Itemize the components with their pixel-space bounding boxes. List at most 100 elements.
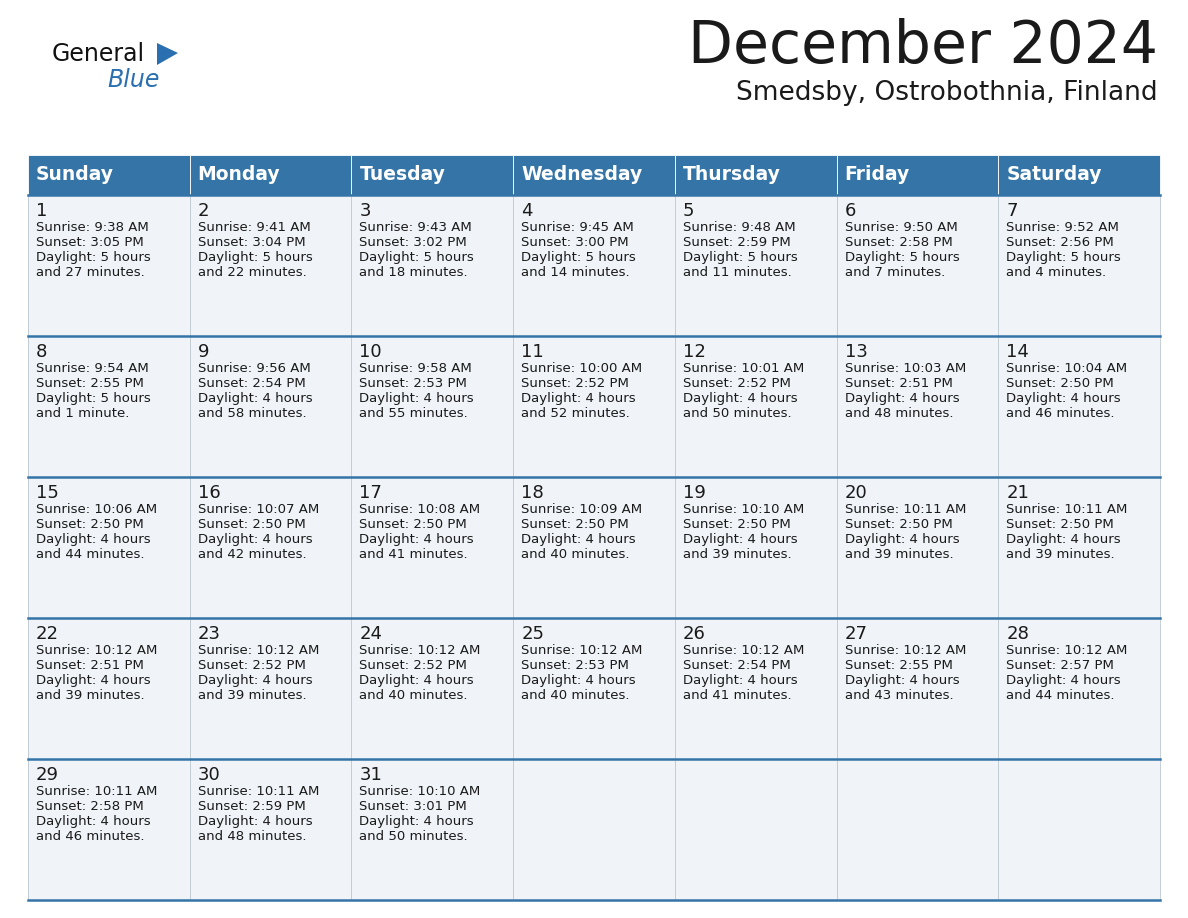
- Text: Sunset: 3:01 PM: Sunset: 3:01 PM: [360, 800, 467, 813]
- Text: Sunset: 2:51 PM: Sunset: 2:51 PM: [845, 377, 953, 390]
- Text: 25: 25: [522, 625, 544, 643]
- Text: Sunset: 2:52 PM: Sunset: 2:52 PM: [360, 659, 467, 672]
- Bar: [836, 618, 998, 759]
- Text: Sunrise: 10:12 AM: Sunrise: 10:12 AM: [197, 644, 320, 657]
- Bar: [998, 336, 1159, 477]
- Text: Friday: Friday: [845, 165, 910, 185]
- Text: and 41 minutes.: and 41 minutes.: [683, 689, 791, 702]
- Text: Sunrise: 9:43 AM: Sunrise: 9:43 AM: [360, 221, 472, 234]
- Text: Sunset: 2:58 PM: Sunset: 2:58 PM: [845, 236, 953, 249]
- Text: and 27 minutes.: and 27 minutes.: [36, 266, 145, 279]
- Text: 23: 23: [197, 625, 221, 643]
- Text: Sunset: 2:59 PM: Sunset: 2:59 PM: [197, 800, 305, 813]
- Text: Sunset: 2:57 PM: Sunset: 2:57 PM: [1006, 659, 1114, 672]
- Text: 16: 16: [197, 484, 221, 502]
- Text: Daylight: 4 hours: Daylight: 4 hours: [1006, 533, 1121, 546]
- Bar: [675, 155, 836, 195]
- Text: Daylight: 4 hours: Daylight: 4 hours: [197, 674, 312, 687]
- Text: Daylight: 5 hours: Daylight: 5 hours: [197, 251, 312, 264]
- Text: Sunset: 3:04 PM: Sunset: 3:04 PM: [197, 236, 305, 249]
- Bar: [836, 477, 998, 618]
- Bar: [998, 477, 1159, 618]
- Bar: [675, 618, 836, 759]
- Bar: [190, 336, 352, 477]
- Text: and 39 minutes.: and 39 minutes.: [845, 548, 953, 561]
- Text: and 39 minutes.: and 39 minutes.: [197, 689, 307, 702]
- Text: Sunset: 2:50 PM: Sunset: 2:50 PM: [683, 518, 790, 531]
- Text: Sunrise: 9:52 AM: Sunrise: 9:52 AM: [1006, 221, 1119, 234]
- Text: Daylight: 4 hours: Daylight: 4 hours: [360, 392, 474, 405]
- Text: Daylight: 4 hours: Daylight: 4 hours: [522, 392, 636, 405]
- Text: Sunrise: 10:12 AM: Sunrise: 10:12 AM: [1006, 644, 1127, 657]
- Bar: [190, 618, 352, 759]
- Bar: [352, 477, 513, 618]
- Text: Sunset: 2:54 PM: Sunset: 2:54 PM: [197, 377, 305, 390]
- Text: Sunrise: 9:45 AM: Sunrise: 9:45 AM: [522, 221, 634, 234]
- Text: Sunset: 2:54 PM: Sunset: 2:54 PM: [683, 659, 790, 672]
- Text: Tuesday: Tuesday: [360, 165, 446, 185]
- Text: Daylight: 5 hours: Daylight: 5 hours: [36, 251, 151, 264]
- Text: 28: 28: [1006, 625, 1029, 643]
- Text: Smedsby, Ostrobothnia, Finland: Smedsby, Ostrobothnia, Finland: [737, 80, 1158, 106]
- Bar: [513, 195, 675, 336]
- Text: Sunset: 2:53 PM: Sunset: 2:53 PM: [360, 377, 467, 390]
- Text: Sunset: 2:50 PM: Sunset: 2:50 PM: [1006, 518, 1114, 531]
- Text: Daylight: 4 hours: Daylight: 4 hours: [1006, 392, 1121, 405]
- Text: 17: 17: [360, 484, 383, 502]
- Bar: [352, 336, 513, 477]
- Text: Daylight: 4 hours: Daylight: 4 hours: [683, 392, 797, 405]
- Text: and 11 minutes.: and 11 minutes.: [683, 266, 791, 279]
- Text: Sunrise: 10:12 AM: Sunrise: 10:12 AM: [360, 644, 481, 657]
- Text: Sunrise: 10:10 AM: Sunrise: 10:10 AM: [360, 785, 481, 798]
- Bar: [675, 195, 836, 336]
- Text: and 18 minutes.: and 18 minutes.: [360, 266, 468, 279]
- Text: Daylight: 4 hours: Daylight: 4 hours: [36, 674, 151, 687]
- Text: and 44 minutes.: and 44 minutes.: [1006, 689, 1114, 702]
- Text: Sunrise: 10:06 AM: Sunrise: 10:06 AM: [36, 503, 157, 516]
- Text: Sunrise: 9:38 AM: Sunrise: 9:38 AM: [36, 221, 148, 234]
- Text: 26: 26: [683, 625, 706, 643]
- Text: 21: 21: [1006, 484, 1029, 502]
- Text: 4: 4: [522, 202, 532, 220]
- Text: Daylight: 5 hours: Daylight: 5 hours: [1006, 251, 1121, 264]
- Text: 5: 5: [683, 202, 694, 220]
- Text: Sunset: 3:05 PM: Sunset: 3:05 PM: [36, 236, 144, 249]
- Text: and 48 minutes.: and 48 minutes.: [197, 830, 307, 843]
- Text: Sunrise: 9:50 AM: Sunrise: 9:50 AM: [845, 221, 958, 234]
- Bar: [998, 195, 1159, 336]
- Text: 14: 14: [1006, 343, 1029, 361]
- Text: Sunset: 3:02 PM: Sunset: 3:02 PM: [360, 236, 467, 249]
- Bar: [352, 618, 513, 759]
- Text: Daylight: 4 hours: Daylight: 4 hours: [845, 533, 959, 546]
- Text: Daylight: 5 hours: Daylight: 5 hours: [845, 251, 960, 264]
- Text: 6: 6: [845, 202, 855, 220]
- Text: Sunset: 2:50 PM: Sunset: 2:50 PM: [1006, 377, 1114, 390]
- Text: Sunrise: 10:12 AM: Sunrise: 10:12 AM: [522, 644, 643, 657]
- Text: 9: 9: [197, 343, 209, 361]
- Text: Daylight: 4 hours: Daylight: 4 hours: [36, 815, 151, 828]
- Bar: [998, 618, 1159, 759]
- Text: Daylight: 5 hours: Daylight: 5 hours: [360, 251, 474, 264]
- Text: Daylight: 4 hours: Daylight: 4 hours: [522, 674, 636, 687]
- Bar: [836, 195, 998, 336]
- Text: December 2024: December 2024: [688, 18, 1158, 75]
- Text: Sunset: 2:50 PM: Sunset: 2:50 PM: [522, 518, 628, 531]
- Text: Daylight: 4 hours: Daylight: 4 hours: [36, 533, 151, 546]
- Text: Daylight: 4 hours: Daylight: 4 hours: [522, 533, 636, 546]
- Text: Sunrise: 9:41 AM: Sunrise: 9:41 AM: [197, 221, 310, 234]
- Text: and 39 minutes.: and 39 minutes.: [683, 548, 791, 561]
- Text: 20: 20: [845, 484, 867, 502]
- Text: Daylight: 4 hours: Daylight: 4 hours: [845, 674, 959, 687]
- Text: and 22 minutes.: and 22 minutes.: [197, 266, 307, 279]
- Bar: [190, 477, 352, 618]
- Text: Monday: Monday: [197, 165, 280, 185]
- Bar: [998, 759, 1159, 900]
- Text: and 40 minutes.: and 40 minutes.: [360, 689, 468, 702]
- Text: Sunrise: 10:11 AM: Sunrise: 10:11 AM: [1006, 503, 1127, 516]
- Bar: [836, 336, 998, 477]
- Bar: [513, 477, 675, 618]
- Text: Daylight: 4 hours: Daylight: 4 hours: [360, 533, 474, 546]
- Text: and 41 minutes.: and 41 minutes.: [360, 548, 468, 561]
- Text: 24: 24: [360, 625, 383, 643]
- Bar: [352, 759, 513, 900]
